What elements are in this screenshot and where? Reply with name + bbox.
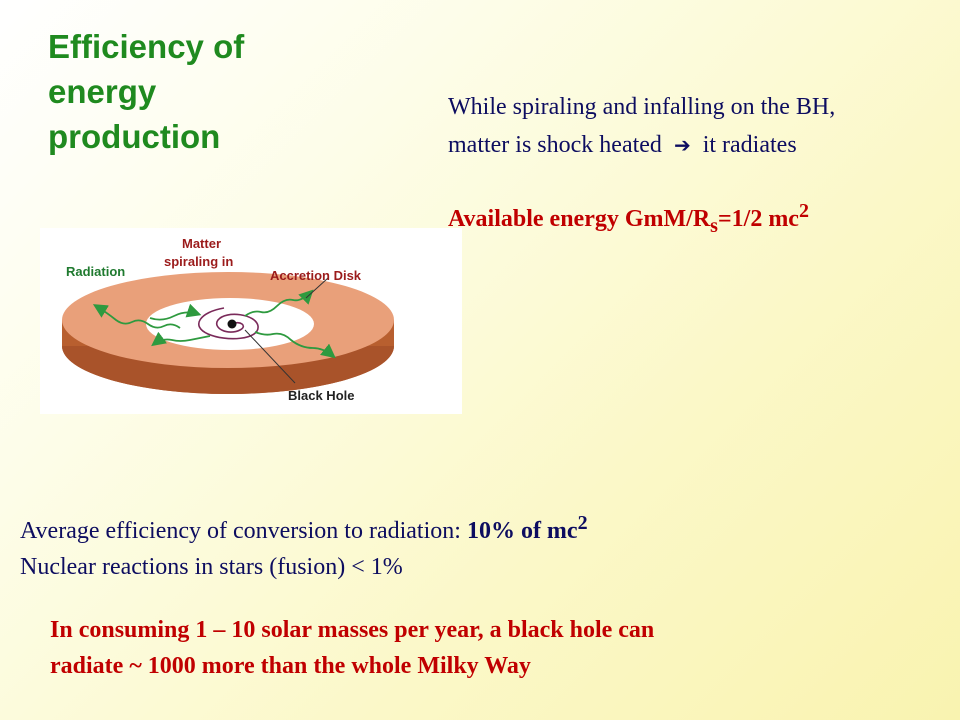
label-radiation: Radiation [66, 264, 125, 279]
intro-line-2: matter is shock heated ➔ it radiates [448, 126, 960, 164]
title-line-3: production [48, 118, 221, 155]
energy-superscript: 2 [798, 200, 809, 222]
label-accretion-disk: Accretion Disk [270, 268, 362, 283]
title-line-1: Efficiency of [48, 28, 245, 65]
label-black-hole: Black Hole [288, 388, 354, 403]
title-line-2: energy [48, 73, 157, 110]
label-spiraling-in: spiraling in [164, 254, 233, 269]
energy-text: Available energy GmM/R [448, 206, 711, 232]
efficiency-value: 10% of mc [466, 518, 578, 544]
efficiency-line-1: Average efficiency of conversion to radi… [20, 505, 588, 549]
slide-title: Efficiency of energy production [48, 24, 368, 159]
accretion-disk-diagram: Radiation Matter spiraling in Accretion … [40, 228, 462, 414]
matter-spiral [198, 307, 259, 340]
efficiency-superscript: 2 [577, 512, 588, 534]
intro-line-2-start: matter is shock heated [448, 132, 662, 158]
right-arrow-icon: ➔ [673, 133, 691, 157]
efficiency-text: Average efficiency of conversion to radi… [20, 505, 588, 585]
accretion-pointer [305, 277, 329, 299]
radiation-arrow-1 [92, 304, 181, 329]
conclusion-line-2: radiate ~ 1000 more than the whole Milky… [50, 653, 531, 679]
efficiency-line-1-text: Average efficiency of conversion to radi… [20, 518, 467, 544]
energy-subscript: s [710, 214, 718, 237]
efficiency-line-2: Nuclear reactions in stars (fusion) < 1% [20, 554, 403, 580]
conclusion-text: In consuming 1 – 10 solar masses per yea… [50, 612, 654, 684]
conclusion-line-1: In consuming 1 – 10 solar masses per yea… [50, 617, 655, 643]
radiation-arrow-4 [254, 331, 336, 359]
intro-line-2-end: it radiates [702, 132, 797, 158]
label-matter: Matter [182, 236, 221, 251]
energy-text-2: =1/2 mc [717, 206, 799, 232]
accretion-disk-svg: Radiation Matter spiraling in Accretion … [62, 236, 394, 403]
intro-line-1: While spiraling and infalling on the BH, [448, 94, 836, 120]
radiation-arrow-2 [244, 289, 314, 317]
radiation-arrow-3 [151, 331, 211, 347]
available-energy: Available energy GmM/Rs=1/2 mc2 [448, 200, 809, 238]
radiation-arrow-5 [149, 303, 202, 321]
intro-text: While spiraling and infalling on the BH,… [448, 88, 960, 164]
black-hole-pointer [244, 329, 296, 384]
black-hole-dot [227, 319, 237, 329]
